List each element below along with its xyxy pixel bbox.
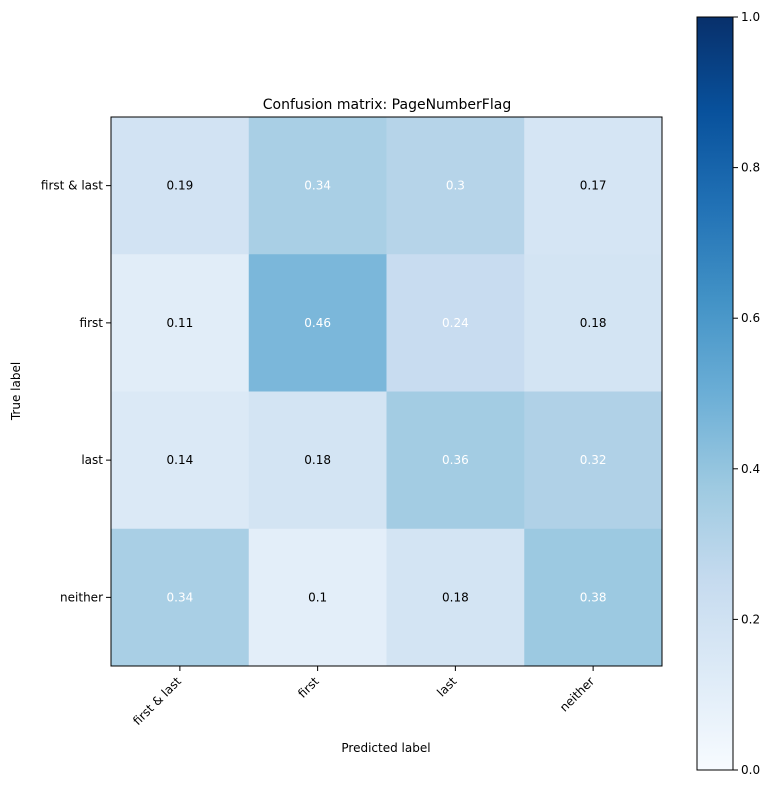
cell-value-label: 0.18 <box>580 316 607 330</box>
heatmap-cell <box>386 117 525 255</box>
cell-value-label: 0.36 <box>442 453 469 467</box>
colorbar-tick-label: 0.4 <box>741 462 760 476</box>
cell-value-label: 0.34 <box>304 179 331 193</box>
heatmap-cell <box>111 254 250 392</box>
y-tick-label: first & last <box>41 179 103 193</box>
y-tick-label: last <box>81 453 103 467</box>
cell-value-label: 0.34 <box>167 590 194 604</box>
cell-value-label: 0.18 <box>442 590 469 604</box>
x-axis-ticks: first & last first last neither <box>130 666 597 728</box>
plot-frame <box>110 116 663 667</box>
heatmap-cell <box>524 117 663 255</box>
heatmap-cell <box>248 391 387 530</box>
cell-value-label: 0.38 <box>580 590 607 604</box>
cell-value-label: 0.24 <box>442 316 469 330</box>
x-tick-label: last <box>434 674 459 699</box>
cell-value-label: 0.3 <box>446 179 465 193</box>
heatmap-cell <box>111 528 250 667</box>
heatmap-cell <box>386 391 525 530</box>
colorbar-tick-label: 0.6 <box>741 311 760 325</box>
heatmap-cell <box>524 391 663 530</box>
cell-value-label: 0.46 <box>304 316 331 330</box>
heatmap-cell <box>248 117 387 255</box>
heatmap-cell <box>524 254 663 392</box>
heatmap-cell <box>248 254 387 392</box>
colorbar-ticks: 0.0 0.2 0.4 0.6 0.8 1.0 <box>733 10 760 777</box>
x-tick-label: first <box>295 674 322 701</box>
cell-value-label: 0.17 <box>580 179 607 193</box>
y-tick-label: neither <box>60 590 103 604</box>
heatmap-cell <box>386 254 525 392</box>
heatmap-cell <box>111 117 250 255</box>
cell-value-label: 0.11 <box>167 316 194 330</box>
chart-title: Confusion matrix: PageNumberFlag <box>263 97 511 113</box>
heatmap-cell <box>524 528 663 667</box>
y-axis-ticks: first & last first last neither <box>41 179 111 604</box>
heatmap-cell <box>111 391 250 530</box>
colorbar-tick-label: 0.0 <box>741 763 760 777</box>
cell-value-label: 0.1 <box>308 590 327 604</box>
heatmap-cells <box>111 117 663 667</box>
colorbar <box>696 16 734 771</box>
cell-value-label: 0.14 <box>167 453 194 467</box>
x-tick-label: neither <box>557 674 597 714</box>
cell-value-label: 0.18 <box>304 453 331 467</box>
colorbar-tick-label: 1.0 <box>741 10 760 24</box>
x-tick-label: first & last <box>130 674 184 728</box>
y-tick-label: first <box>80 316 104 330</box>
cell-value-label: 0.32 <box>580 453 607 467</box>
colorbar-tick-label: 0.8 <box>741 161 760 175</box>
y-axis-label: True label <box>9 362 23 421</box>
heatmap-cell <box>248 528 387 667</box>
colorbar-tick-label: 0.2 <box>741 612 760 626</box>
x-axis-label: Predicted label <box>341 741 430 755</box>
cell-value-label: 0.19 <box>167 179 194 193</box>
heatmap-cell-labels: 0.19 0.34 0.3 0.17 0.11 0.46 0.24 0.18 0.14 0.18 0… <box>167 179 607 605</box>
heatmap-cell <box>386 528 525 667</box>
